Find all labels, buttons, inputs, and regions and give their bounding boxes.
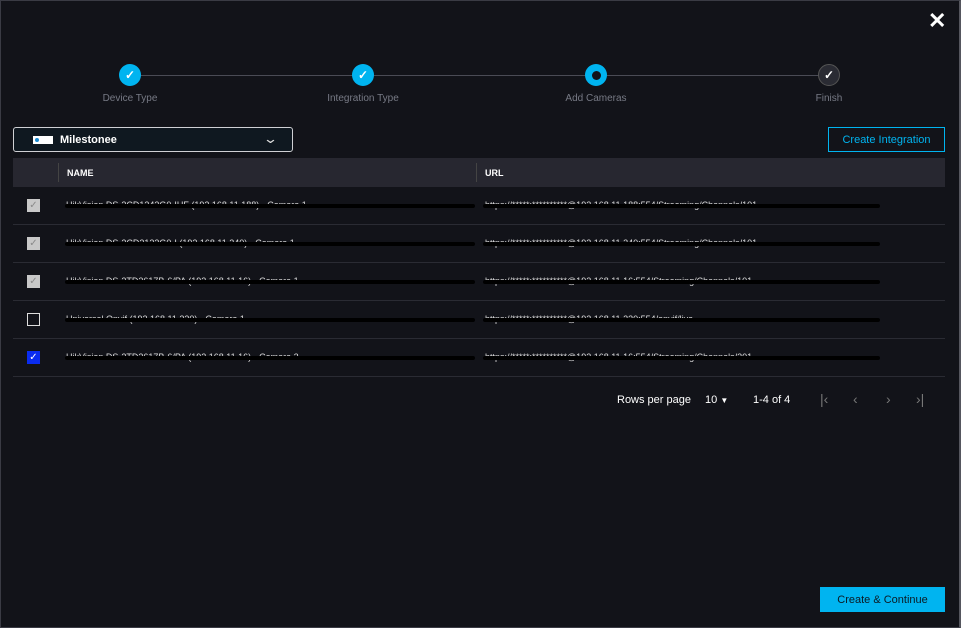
step-device-type: ✓ Device Type	[60, 64, 200, 104]
step-finish: ✓ Finish	[759, 64, 899, 104]
rows-per-page-select[interactable]: 10 ▼	[705, 394, 728, 406]
redaction-bar	[65, 204, 475, 208]
column-header-url[interactable]: URL	[485, 167, 504, 178]
redaction-bar	[483, 242, 880, 246]
redaction-bar	[483, 318, 880, 322]
close-icon[interactable]: ✕	[928, 8, 947, 33]
step-label: Finish	[815, 93, 843, 104]
cameras-table: NAME URL ✓ HikVision DS-2CD1343G0-IUF (1…	[13, 158, 945, 377]
active-step-icon	[585, 64, 607, 86]
column-header-name[interactable]: NAME	[67, 167, 94, 178]
table-row[interactable]: Universal Onvif (192.168.11.230) - Camer…	[13, 301, 945, 339]
step-label: Add Cameras	[565, 93, 627, 104]
table-row[interactable]: ✓ HikVision DS-2TD2617B-6/PA (192.168.11…	[13, 339, 945, 377]
integration-select-value: Milestonee	[60, 133, 117, 146]
stepper: ✓ Device Type ✓ Integration Type Add Camer…	[0, 64, 961, 114]
check-icon: ✓	[818, 64, 840, 86]
create-continue-button[interactable]: Create & Continue	[820, 587, 945, 612]
step-label: Device Type	[102, 93, 158, 104]
redaction-bar	[483, 280, 880, 284]
step-add-cameras: Add Cameras	[526, 64, 666, 104]
last-page-icon[interactable]: ›|	[916, 391, 925, 407]
table-row[interactable]: ✓ HikVision DS-2TD2617B-6/PA (192.168.11…	[13, 263, 945, 301]
step-integration-type: ✓ Integration Type	[293, 64, 433, 104]
row-checkbox[interactable]: ✓	[27, 237, 40, 250]
redaction-bar	[65, 280, 475, 284]
step-label: Integration Type	[327, 93, 399, 104]
rows-per-page-label: Rows per page	[617, 394, 691, 406]
row-checkbox[interactable]	[27, 313, 40, 326]
first-page-icon[interactable]: |‹	[820, 391, 829, 407]
row-checkbox[interactable]: ✓	[27, 275, 40, 288]
table-row[interactable]: ✓ HikVision DS-2CD2123G0-I (192.168.11.2…	[13, 225, 945, 263]
stepper-line	[130, 75, 830, 76]
row-checkbox[interactable]: ✓	[27, 199, 40, 212]
caret-down-icon: ▼	[720, 396, 729, 405]
milestone-logo	[33, 135, 53, 144]
pagination-range: 1-4 of 4	[753, 394, 791, 406]
row-checkbox[interactable]: ✓	[27, 351, 40, 364]
redaction-bar	[65, 318, 475, 322]
redaction-bar	[483, 356, 880, 360]
redaction-bar	[65, 356, 475, 360]
check-icon: ✓	[119, 64, 141, 86]
table-header: NAME URL	[13, 158, 945, 187]
previous-page-icon[interactable]: ‹	[853, 391, 858, 407]
redaction-bar	[65, 242, 475, 246]
redaction-bar	[483, 204, 880, 208]
integration-select[interactable]: Milestonee ⌄	[13, 127, 293, 152]
next-page-icon[interactable]: ›	[886, 391, 891, 407]
create-integration-button[interactable]: Create Integration	[828, 127, 945, 152]
chevron-down-icon: ⌄	[262, 131, 279, 146]
table-row[interactable]: ✓ HikVision DS-2CD1343G0-IUF (192.168.11…	[13, 187, 945, 225]
check-icon: ✓	[352, 64, 374, 86]
rows-per-page-value: 10	[705, 394, 718, 406]
